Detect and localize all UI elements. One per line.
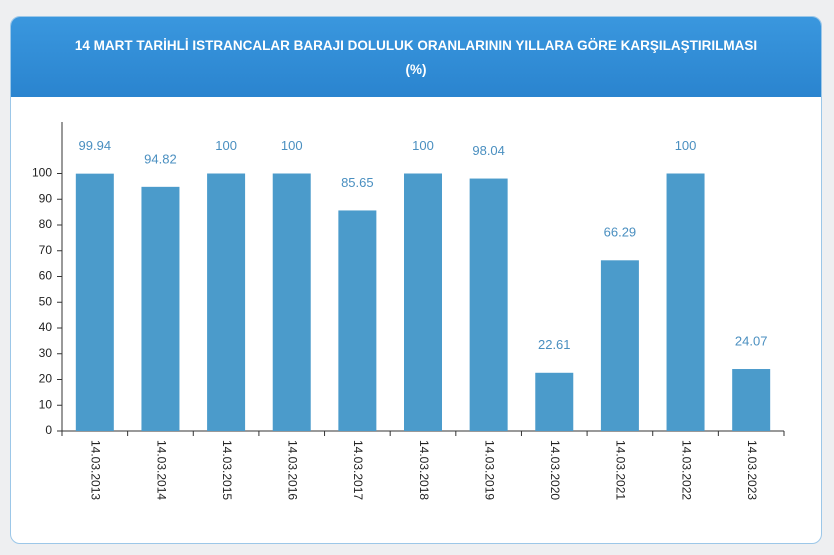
bar	[469, 178, 508, 431]
card-header: 14 MART TARİHLİ ISTRANCALAR BARAJI DOLUL…	[11, 17, 821, 97]
x-tick-label: 14.03.2015	[220, 440, 234, 500]
y-tick-label: 70	[39, 243, 53, 257]
bar	[75, 173, 114, 432]
x-tick-label: 14.03.2013	[89, 440, 103, 500]
bar	[338, 210, 377, 431]
y-tick-label: 90	[39, 191, 53, 205]
bar	[666, 173, 705, 431]
x-tick-label: 14.03.2021	[614, 440, 628, 500]
value-label: 100	[281, 138, 303, 153]
value-label: 66.29	[604, 225, 637, 240]
bar	[535, 372, 574, 431]
y-tick-label: 40	[39, 320, 53, 334]
y-tick-label: 60	[39, 269, 53, 283]
bar	[732, 369, 771, 431]
value-label: 100	[412, 138, 434, 153]
y-tick-label: 30	[39, 346, 53, 360]
value-label: 85.65	[341, 175, 374, 190]
chart-subtitle: (%)	[405, 62, 427, 77]
y-tick-label: 80	[39, 217, 53, 231]
value-label: 100	[215, 138, 237, 153]
value-label: 22.61	[538, 337, 571, 352]
x-tick-label: 14.03.2017	[351, 440, 365, 500]
value-label: 98.04	[472, 143, 505, 158]
bar	[141, 186, 180, 431]
y-tick-label: 50	[39, 294, 53, 308]
value-label: 24.07	[735, 333, 768, 348]
x-tick-label: 14.03.2016	[286, 440, 300, 500]
x-tick-label: 14.03.2022	[679, 440, 693, 500]
bar	[207, 173, 246, 431]
bar	[600, 260, 639, 431]
x-tick-label: 14.03.2018	[417, 440, 431, 500]
value-label: 94.82	[144, 151, 177, 166]
x-tick-label: 14.03.2014	[154, 440, 168, 500]
x-tick-label: 14.03.2019	[482, 440, 496, 500]
chart-title: 14 MART TARİHLİ ISTRANCALAR BARAJI DOLUL…	[74, 38, 758, 53]
x-tick-label: 14.03.2023	[745, 440, 759, 500]
bar	[272, 173, 311, 431]
bar	[404, 173, 442, 431]
y-tick-label: 10	[39, 397, 53, 411]
y-tick-label: 100	[32, 166, 52, 180]
y-tick-label: 20	[39, 372, 53, 386]
x-tick-label: 14.03.2020	[548, 440, 562, 500]
y-tick-label: 0	[45, 423, 52, 437]
value-label: 100	[675, 138, 697, 153]
value-label: 99.94	[79, 138, 112, 153]
